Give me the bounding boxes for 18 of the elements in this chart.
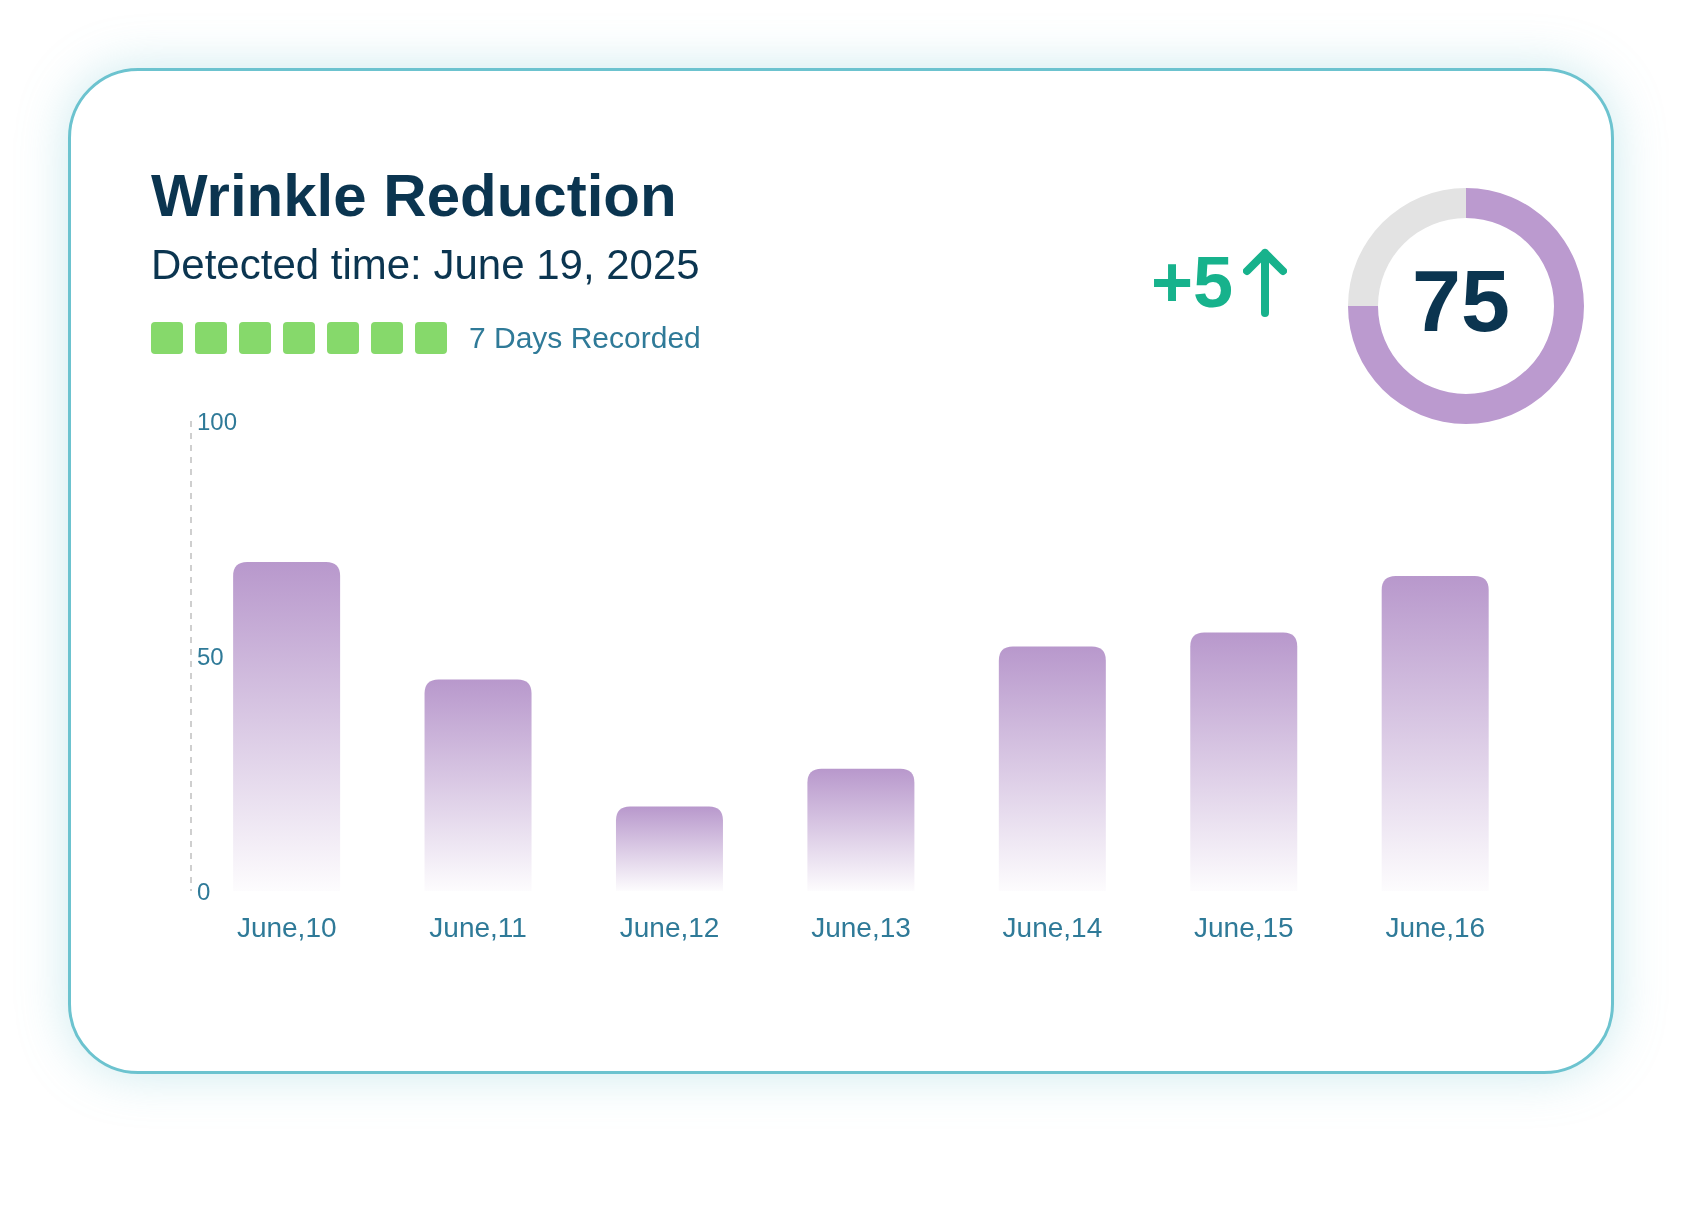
x-tick-label: June,10 xyxy=(236,911,337,943)
y-tick-label: 0 xyxy=(197,877,211,905)
donut-slice xyxy=(1348,188,1584,424)
x-tick-label: June,11 xyxy=(429,911,527,943)
x-tick-label: June,13 xyxy=(811,911,911,943)
y-tick-label: 100 xyxy=(197,407,238,435)
y-tick-label: 50 xyxy=(197,642,224,670)
bar xyxy=(807,768,915,891)
bar xyxy=(615,806,723,891)
x-tick-label: June,12 xyxy=(619,911,720,943)
x-tick-label: June,16 xyxy=(1385,911,1486,943)
chart-title: Wrinkle Reduction xyxy=(151,161,677,230)
text: 7 Days Recorded xyxy=(469,321,701,355)
x-tick-label: June,15 xyxy=(1194,911,1294,943)
text: +5 xyxy=(1151,241,1234,323)
x-tick-label: June,14 xyxy=(1002,911,1103,943)
chart-subtitle: Detected time: June 19, 2025 xyxy=(151,241,700,289)
text: 75 xyxy=(1411,250,1511,352)
